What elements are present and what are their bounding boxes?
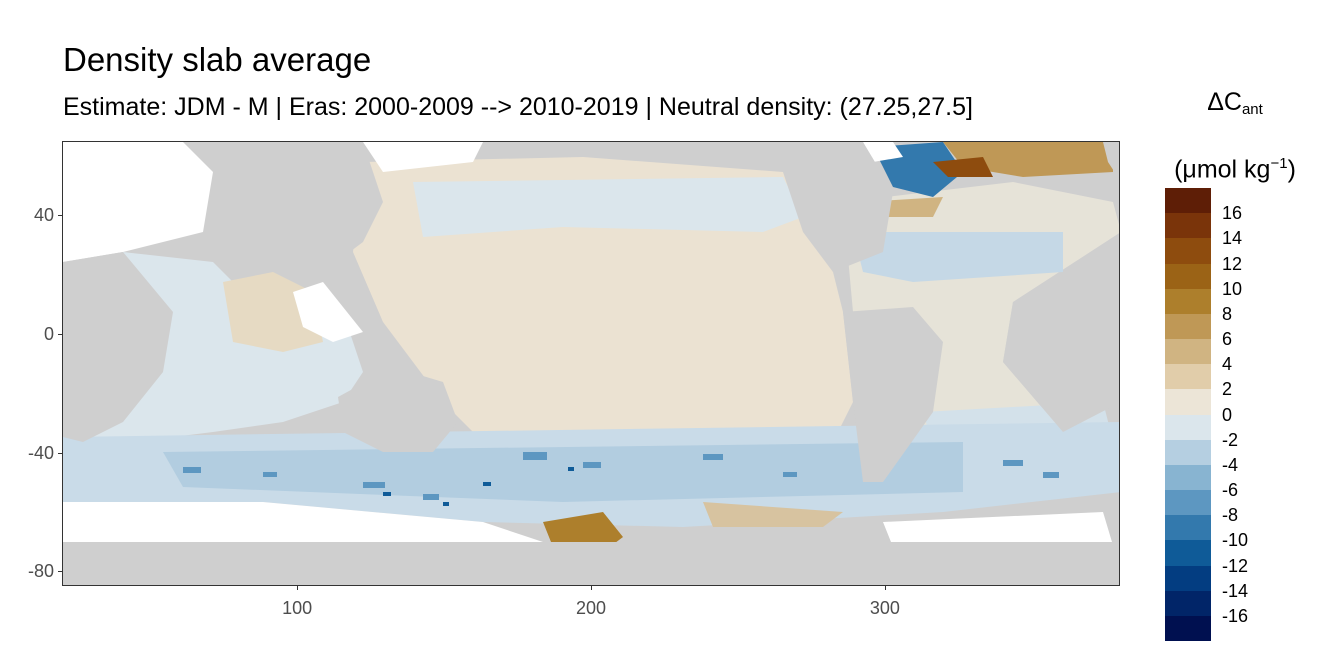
colorbar-label: -2 [1222,429,1239,450]
colorbar [1165,188,1211,642]
north-america [783,142,893,272]
legend-unit-suffix: ) [1287,155,1296,184]
antarctic-tan [703,502,843,527]
colorbar-swatch [1165,188,1211,214]
legend-unit: (μmol kg−1) [1160,147,1310,186]
africa-east [1003,292,1119,432]
southern-speckles [183,452,1059,500]
colorbar-label: -14 [1222,580,1249,601]
colorbar-label: 0 [1222,404,1233,425]
x-tick-label: 200 [575,598,607,618]
y-tick-mark [58,215,62,217]
land-masses [63,142,1119,585]
legend-unit-prefix: (μmol kg [1174,155,1271,184]
colorbar-label: 6 [1222,329,1233,349]
colorbar-swatch [1165,464,1211,491]
legend-unit-sup: −1 [1270,155,1288,172]
colorbar-label: -10 [1222,530,1249,551]
legend-title-sub: ant [1241,101,1263,118]
x-tick-label: 300 [869,598,900,618]
y-tick-label: -40 [27,442,54,463]
colorbar-label: 4 [1222,354,1233,375]
y-tick-mark [58,571,62,573]
colorbar-swatch [1165,238,1211,264]
colorbar-label: 16 [1222,203,1243,224]
colorbar-swatch [1165,565,1211,592]
colorbar-label: 8 [1222,303,1233,324]
map-panel [62,141,1120,586]
x-tick-label: 100 [282,598,313,618]
colorbar-swatch [1165,540,1211,566]
colorbar-swatch [1165,515,1211,541]
plot-title: Density slab average [63,41,372,78]
colorbar-swatch [1165,213,1211,239]
ocean-heatmap [63,142,1119,585]
y-tick-label: 40 [33,205,54,226]
greenland [1103,142,1119,179]
colorbar-swatch [1165,313,1211,340]
colorbar-swatch [1165,414,1211,441]
y-tick-label: -80 [27,561,54,582]
colorbar-swatch [1165,590,1211,617]
colorbar-label: -16 [1222,605,1249,626]
plot-subtitle: Estimate: JDM - M | Eras: 2000-2009 --> … [63,93,973,121]
antarctica [63,542,1119,585]
colorbar-label: -12 [1222,555,1249,576]
colorbar-swatch [1165,364,1211,390]
africa [63,252,173,442]
x-tick-mark [591,586,592,590]
colorbar-swatch [1165,439,1211,466]
colorbar-swatch [1165,263,1211,290]
colorbar-label: -4 [1222,454,1239,475]
colorbar-label: 2 [1222,379,1233,400]
colorbar-label: 12 [1222,253,1243,274]
x-tick-mark [297,586,299,590]
colorbar-swatch [1165,490,1211,516]
colorbar-label: -8 [1222,505,1239,526]
y-tick-label: 0 [43,323,54,344]
north-atlantic-blue [853,232,1063,282]
asia [213,142,383,272]
legend-title: ΔCant (μmol kg−1) [1160,85,1310,186]
colorbar-label: -6 [1222,480,1239,500]
colorbar-swatch [1165,615,1211,642]
x-tick-mark [884,586,886,590]
southern-dark-speckles [383,467,574,506]
south-america [843,307,943,482]
colorbar-label: 14 [1222,228,1243,249]
legend-title-main: ΔC [1207,88,1242,116]
colorbar-swatch [1165,389,1211,415]
colorbar-label: 10 [1222,278,1243,299]
australia [338,367,458,452]
colorbar-swatch [1165,288,1211,315]
y-tick-mark [58,333,62,335]
y-tick-mark [58,452,62,454]
north-pacific-band [413,177,803,237]
colorbar-swatch [1165,339,1211,365]
subpolar-dark-tan [933,157,993,177]
ocean-layer [63,142,1119,585]
